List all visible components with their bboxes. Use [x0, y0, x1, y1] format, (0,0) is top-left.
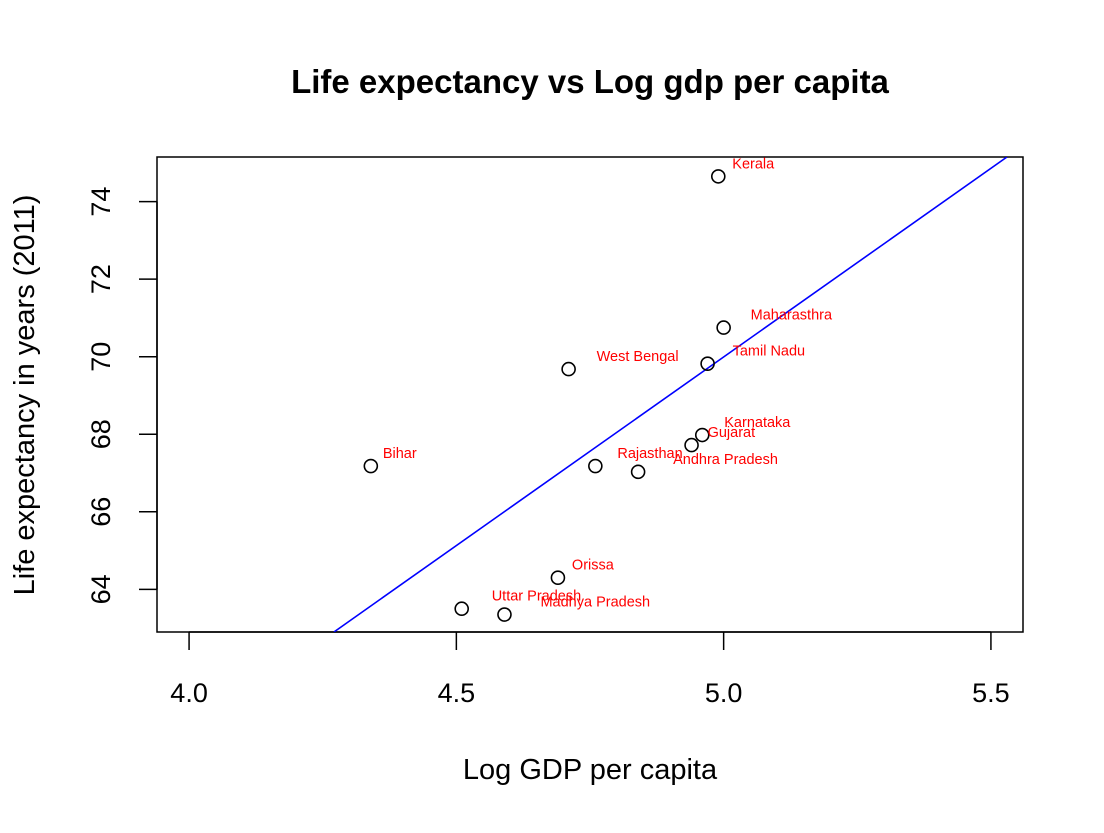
point-label: Maharasthra — [751, 308, 833, 324]
point-label: Kerala — [732, 156, 775, 172]
y-tick-label: 70 — [86, 342, 116, 372]
point-label: Gujarat — [708, 425, 756, 441]
point-label: Orissa — [572, 558, 615, 574]
data-point — [588, 458, 603, 474]
x-tick-label: 4.0 — [170, 678, 208, 708]
y-tick-label: 68 — [86, 419, 116, 449]
data-point — [694, 427, 710, 443]
point-label: Karnataka — [724, 415, 791, 431]
plot-content: Kerala Maharasthra Tamil Nadu West Bengal Ka… — [333, 156, 1008, 632]
data-point — [716, 320, 731, 335]
point-label: West Bengal — [597, 349, 679, 365]
y-tick-label: 64 — [86, 574, 116, 604]
point-label: Andhra Pradesh — [673, 452, 778, 468]
point-label: Rajasthan — [617, 446, 682, 462]
y-axis-title: Life expectancy in years (2011) — [9, 195, 41, 596]
point-label: Tamil Nadu — [733, 344, 806, 360]
x-tick-label: 5.0 — [705, 678, 743, 708]
x-tick-label: 4.5 — [438, 678, 476, 708]
y-tick-label: 66 — [86, 497, 116, 527]
chart-title: Life expectancy vs Log gdp per capita — [291, 63, 889, 100]
y-tick-label: 74 — [86, 187, 116, 217]
data-point — [497, 607, 512, 622]
x-axis: 4.0 4.5 5.0 5.5 — [170, 631, 1010, 708]
x-axis-title: Log GDP per capita — [463, 754, 718, 786]
y-tick-label: 72 — [86, 264, 116, 294]
data-point — [363, 458, 379, 474]
regression-line — [333, 157, 1008, 632]
y-axis: 64 66 68 70 72 74 — [86, 187, 158, 604]
data-point — [550, 570, 566, 586]
x-tick-label: 5.5 — [972, 678, 1010, 708]
data-point — [561, 361, 576, 377]
point-label: Uttar Pradesh — [492, 589, 581, 605]
data-point — [454, 601, 470, 617]
data-point — [684, 437, 699, 453]
point-label: Bihar — [383, 446, 417, 462]
data-point — [630, 464, 646, 480]
data-point — [700, 356, 715, 371]
data-point — [710, 169, 726, 184]
point-label: Madhya Pradesh — [540, 595, 650, 611]
